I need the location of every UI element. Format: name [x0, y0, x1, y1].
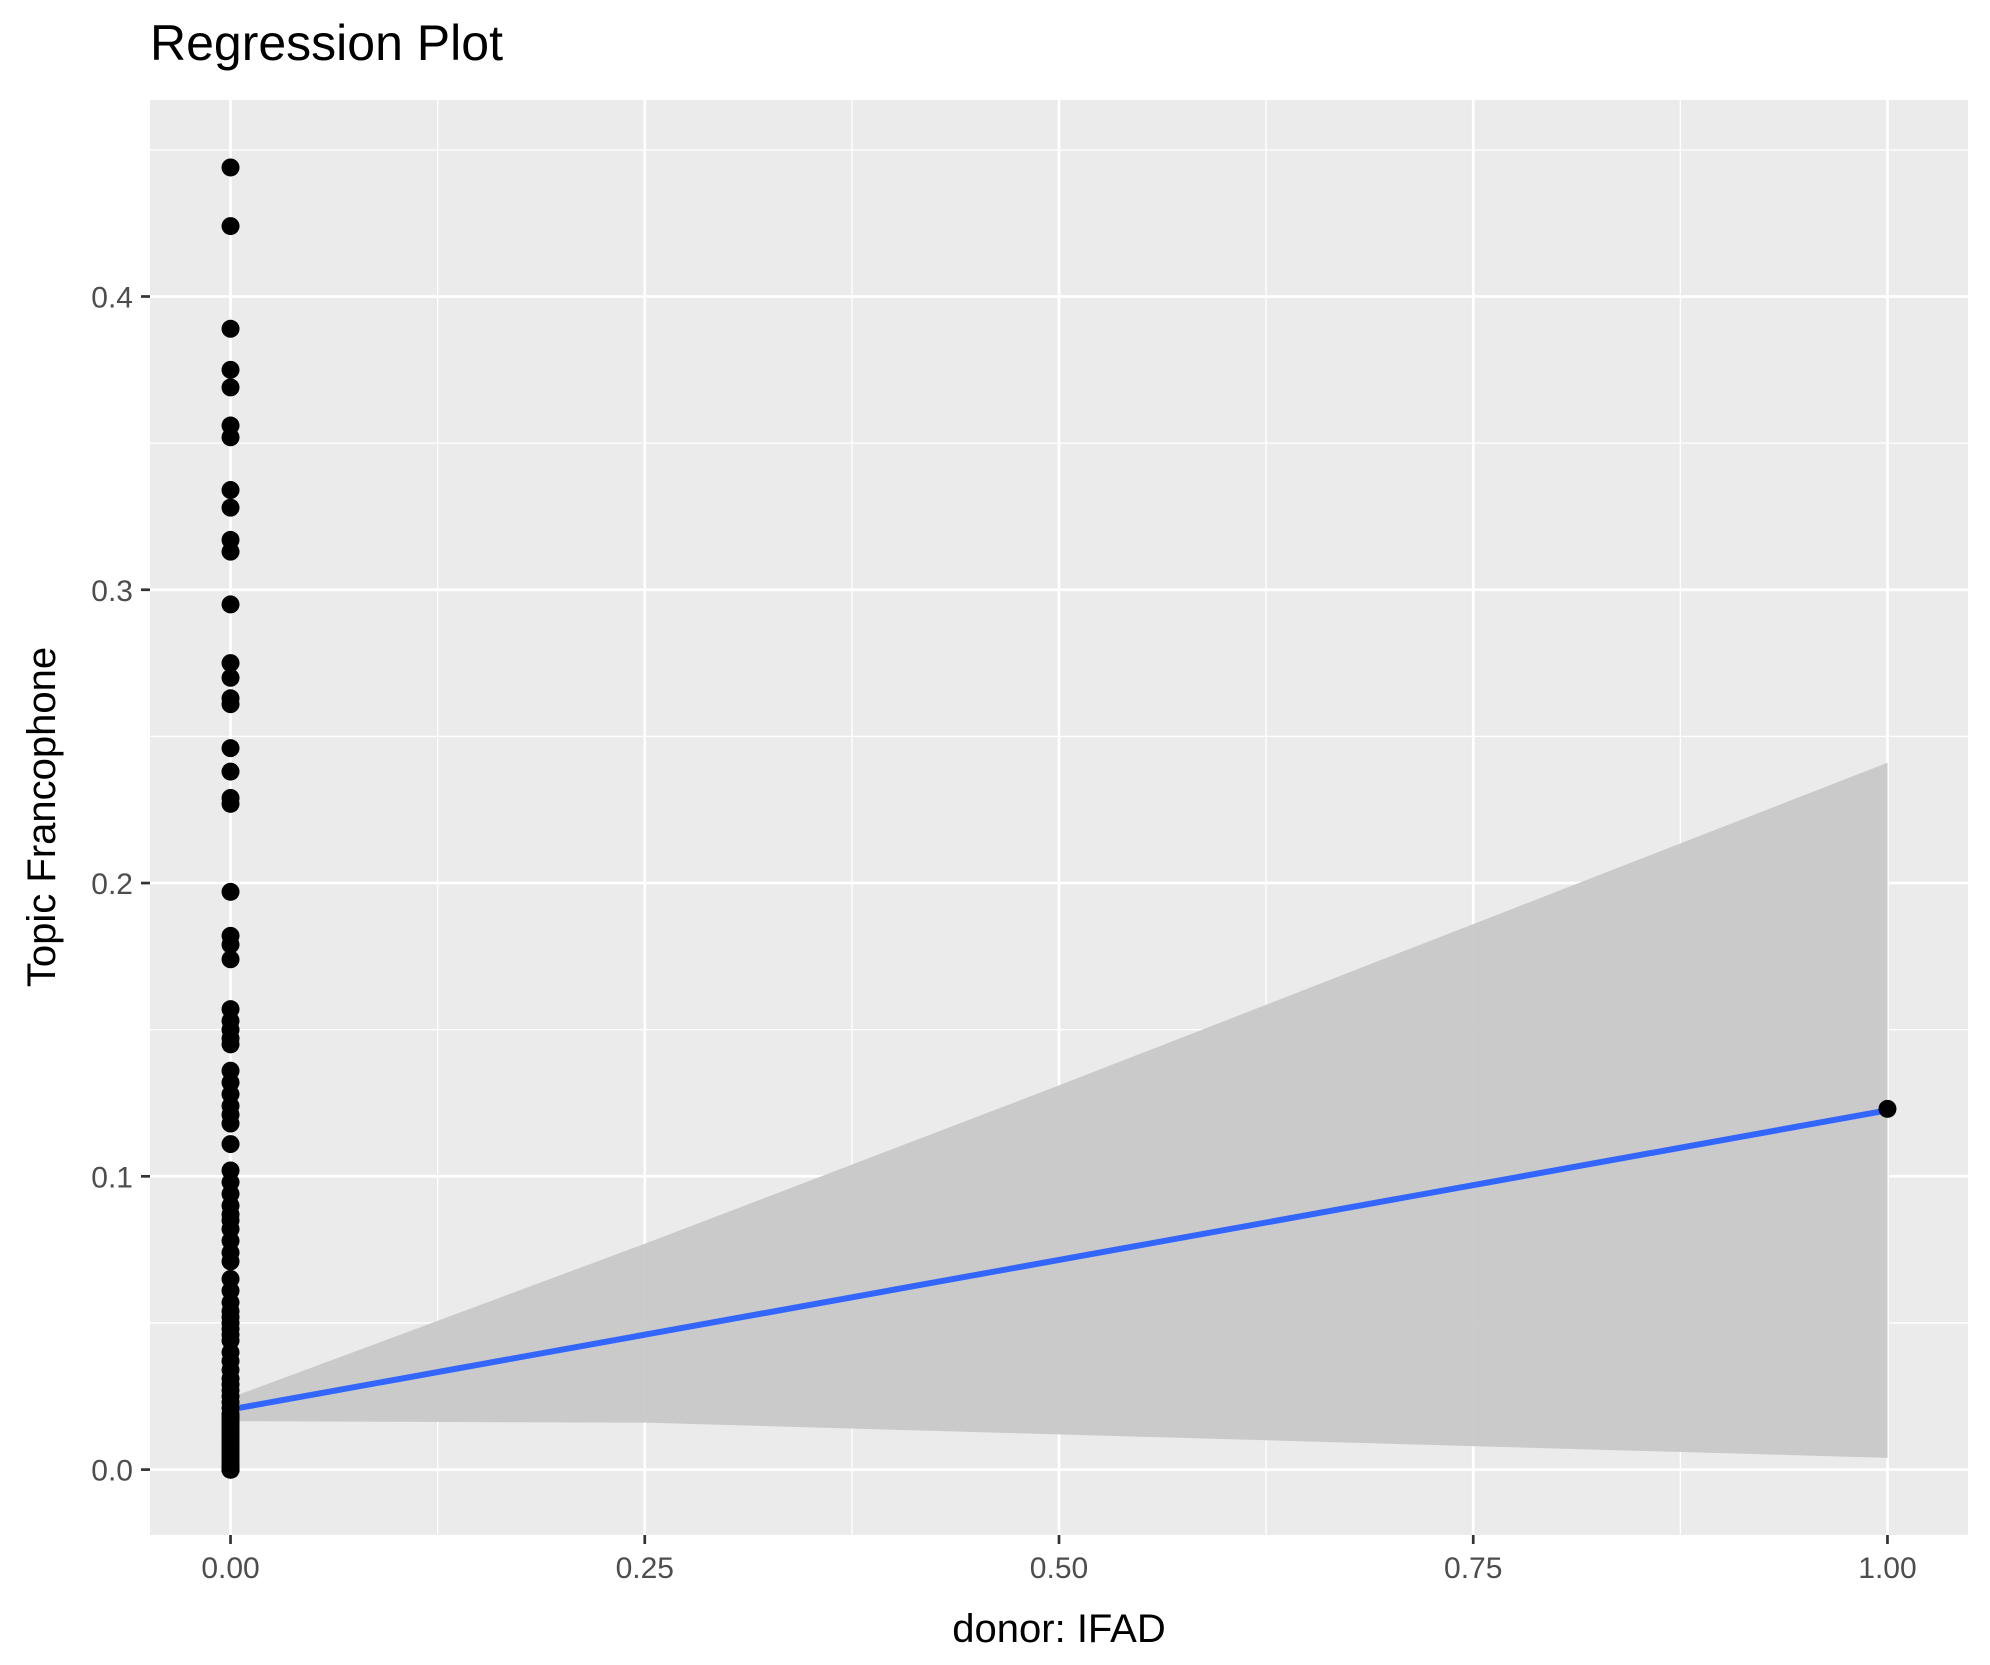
data-point	[221, 1135, 240, 1154]
x-tick-label: 1.00	[1858, 1552, 1916, 1585]
data-point	[221, 794, 240, 813]
data-point	[221, 739, 240, 758]
y-tick-label: 0.0	[91, 1455, 133, 1488]
x-tick-label: 0.00	[201, 1552, 259, 1585]
data-point	[221, 668, 240, 687]
data-point	[221, 378, 240, 397]
data-point	[221, 935, 240, 954]
data-point	[221, 654, 240, 673]
confidence-band-layer	[230, 762, 1888, 1458]
x-axis-title: donor: IFAD	[952, 1607, 1165, 1651]
y-tick-label: 0.3	[91, 575, 133, 608]
data-point	[221, 498, 240, 517]
x-tick-label: 0.50	[1030, 1552, 1088, 1585]
data-point	[221, 762, 240, 781]
y-axis-title: Topic Francophone	[20, 647, 64, 987]
data-point	[1878, 1099, 1897, 1118]
data-points	[221, 158, 1897, 1479]
data-point	[221, 360, 240, 379]
data-point	[221, 1035, 240, 1054]
x-axis: 0.00 0.25 0.50 0.75 1.00	[201, 1535, 1917, 1585]
data-point	[221, 542, 240, 561]
y-axis: 0.0 0.1 0.2 0.3 0.4	[91, 281, 150, 1488]
chart-title: Regression Plot	[150, 15, 503, 71]
confidence-band	[230, 762, 1888, 1458]
data-point	[221, 1252, 240, 1271]
x-tick-label: 0.75	[1444, 1552, 1502, 1585]
regression-line-layer	[229, 1107, 1889, 1413]
y-tick-label: 0.2	[91, 868, 133, 901]
x-tick-label: 0.25	[616, 1552, 674, 1585]
data-point	[221, 319, 240, 338]
regression-line	[229, 1107, 1889, 1413]
data-point	[221, 950, 240, 969]
data-point	[221, 1460, 240, 1479]
data-point	[221, 1114, 240, 1133]
data-point	[221, 158, 240, 177]
data-point	[221, 428, 240, 447]
y-tick-label: 0.1	[91, 1161, 133, 1194]
data-point	[221, 217, 240, 236]
data-point	[221, 595, 240, 614]
y-tick-label: 0.4	[91, 281, 133, 314]
data-point	[221, 481, 240, 500]
data-point	[221, 882, 240, 901]
data-point	[221, 695, 240, 714]
